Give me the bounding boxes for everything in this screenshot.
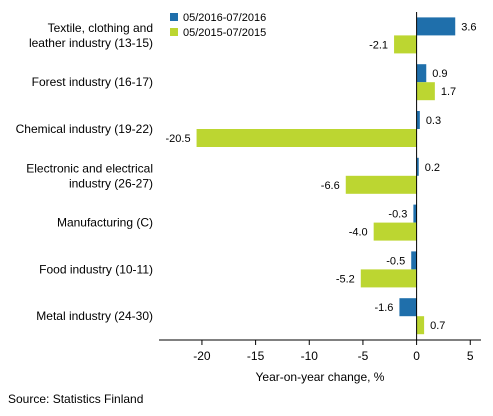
- x-tick-label: -15: [247, 349, 265, 363]
- data-label-series-1: 0.9: [432, 68, 447, 80]
- data-label-series-1: -1.6: [374, 302, 393, 314]
- legend-swatch-series-2: [170, 28, 178, 36]
- legend: 05/2016-07/2016 05/2015-07/2015: [170, 12, 266, 39]
- x-tick-label: 0: [413, 349, 420, 363]
- x-tick-label: -10: [301, 349, 319, 363]
- data-label-series-1: 3.6: [461, 21, 476, 33]
- category-label-line: industry (26-27): [69, 176, 153, 190]
- data-label-series-2: -2.1: [369, 39, 388, 51]
- category-label: Forest industry (16-17): [32, 75, 153, 89]
- bar-series-1: [416, 157, 419, 176]
- bar-series-2: [416, 82, 435, 101]
- source-note: Source: Statistics Finland: [8, 392, 143, 406]
- data-label-series-2: 0.7: [430, 320, 445, 332]
- bar-series-1: [413, 204, 417, 223]
- plot-area: 3.6 -2.1 0.9 1.7 0.3 -20.5 0.2 -6.6 -0.3 -4.0 -0.5…: [165, 12, 477, 340]
- category-label-line: Electronic and electrical: [26, 161, 153, 175]
- bar-series-2: [345, 175, 417, 194]
- category-label-line: Food industry (10-11): [39, 262, 153, 276]
- data-label-series-1: -0.5: [386, 255, 405, 267]
- x-tick-label: 5: [467, 349, 474, 363]
- data-label-series-2: -4.0: [349, 227, 368, 239]
- x-tick-label: -5: [358, 349, 369, 363]
- legend-label-series-1: 05/2016-07/2016: [183, 12, 266, 24]
- bar-series-1: [416, 64, 427, 83]
- category-labels: Textile, clothing and leather industry (1…: [16, 21, 153, 323]
- legend-label-series-2: 05/2015-07/2015: [183, 27, 266, 39]
- category-label: Food industry (10-11): [39, 262, 153, 276]
- bar-series-1: [399, 298, 417, 317]
- bar-series-1: [416, 111, 420, 129]
- data-label-series-2: 1.7: [441, 86, 456, 98]
- category-label-line: Chemical industry (19-22): [16, 122, 153, 136]
- bar-series-1: [416, 17, 456, 36]
- bar-series-2: [416, 316, 425, 335]
- bar-series-1: [411, 251, 417, 270]
- bar-series-2: [360, 269, 417, 288]
- bar-series-2: [373, 222, 417, 241]
- category-label: Chemical industry (19-22): [16, 122, 153, 136]
- bar-series-2: [394, 35, 417, 54]
- data-label-series-1: -0.3: [388, 209, 407, 221]
- data-label-series-2: -5.2: [336, 273, 355, 285]
- data-label-series-2: -20.5: [165, 133, 190, 145]
- data-label-series-2: -6.6: [321, 180, 340, 192]
- category-label-line: Forest industry (16-17): [32, 75, 153, 89]
- category-label: Electronic and electrical industry (26-27…: [26, 161, 153, 190]
- category-label-line: Manufacturing (C): [57, 216, 153, 230]
- category-label-line: Textile, clothing and: [48, 21, 153, 35]
- category-label: Textile, clothing and leather industry (1…: [29, 21, 153, 50]
- category-label: Metal industry (24-30): [36, 309, 153, 323]
- bar-series-2: [196, 129, 417, 147]
- x-axis-title: Year-on-year change, %: [256, 370, 385, 384]
- category-label-line: leather industry (13-15): [29, 36, 153, 50]
- category-label-line: Metal industry (24-30): [36, 309, 153, 323]
- x-axis: -20 -15 -10 -5 0 5: [159, 339, 481, 363]
- data-label-series-1: 0.2: [425, 162, 440, 174]
- x-tick-label: -20: [193, 349, 211, 363]
- data-label-series-1: 0.3: [426, 115, 441, 127]
- legend-swatch-series-1: [170, 13, 178, 21]
- category-label: Manufacturing (C): [57, 216, 153, 230]
